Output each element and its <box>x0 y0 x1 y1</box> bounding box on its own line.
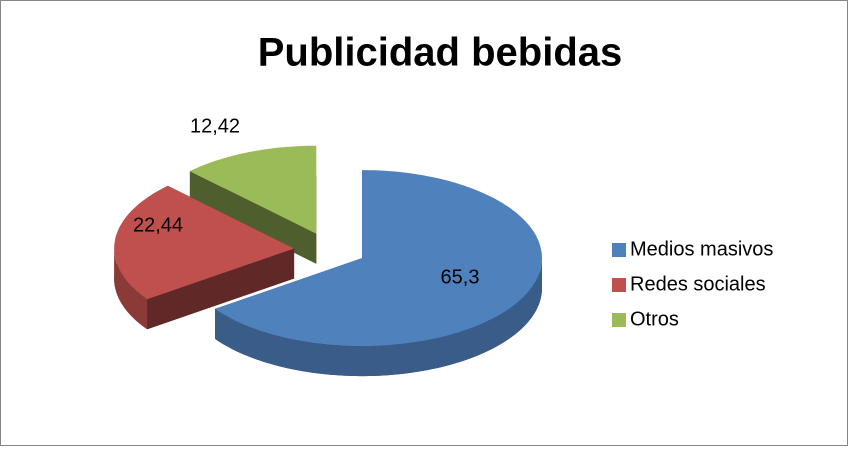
data-label: 22,44 <box>133 214 183 236</box>
slice-wall <box>147 248 295 330</box>
slice-side <box>114 248 148 330</box>
legend-swatch <box>612 313 626 327</box>
chart-title: Publicidad bebidas <box>258 31 623 75</box>
data-label: 65,3 <box>441 266 480 288</box>
slice <box>189 145 317 234</box>
legend-label: Otros <box>630 308 679 330</box>
slice-side <box>215 258 542 377</box>
legend-swatch <box>612 243 626 257</box>
slice-wall <box>189 171 317 264</box>
slice <box>114 185 295 300</box>
legend-label: Medios masivos <box>630 238 773 260</box>
legend-label: Redes sociales <box>630 273 766 295</box>
data-label: 12,42 <box>190 115 240 137</box>
slice <box>215 170 542 347</box>
legend-swatch <box>612 278 626 292</box>
